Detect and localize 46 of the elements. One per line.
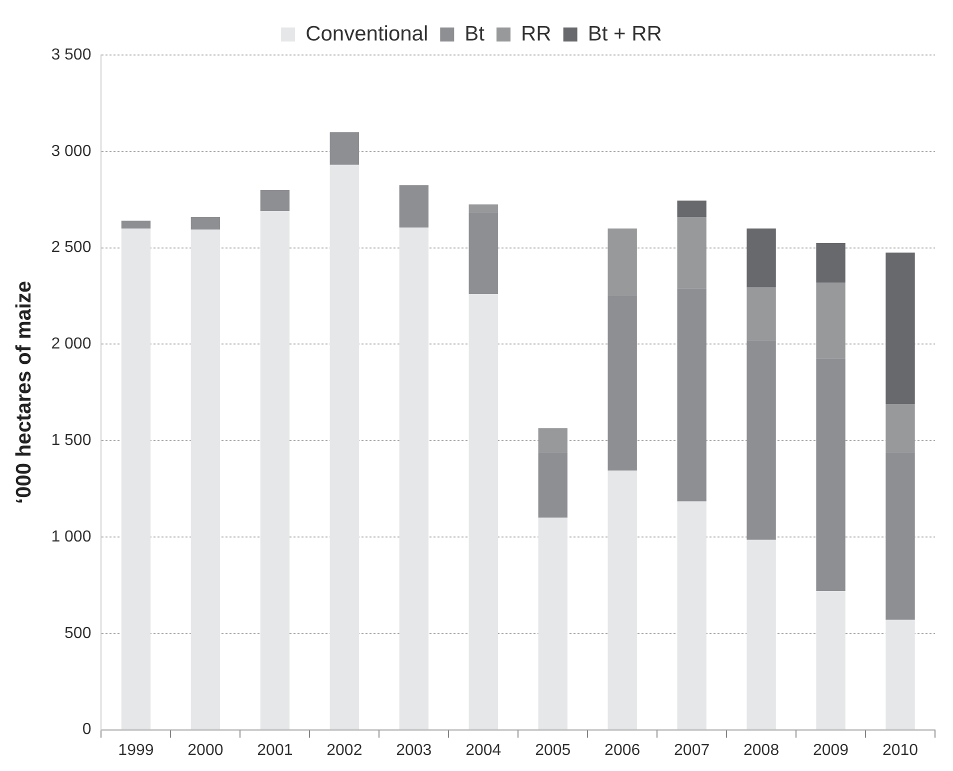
bar [886, 620, 915, 730]
bar [260, 211, 290, 730]
y-axis-title: ‘000 hectares of maize [12, 280, 36, 504]
bar [538, 518, 568, 730]
x-tick-label: 2004 [466, 742, 502, 759]
y-tick-label: 2 500 [51, 239, 92, 256]
bar [677, 200, 706, 217]
x-tick-label: 2002 [326, 742, 362, 759]
x-tick-label: 2000 [188, 742, 224, 759]
x-tick-label: 2001 [257, 742, 293, 759]
bar [677, 501, 706, 730]
y-tick-label: 3 000 [51, 142, 92, 160]
bar [399, 228, 428, 730]
bar [816, 242, 846, 283]
bar [121, 228, 151, 730]
x-tick-label: 2003 [396, 742, 432, 759]
legend-label: Bt [464, 22, 485, 46]
bar [468, 294, 498, 730]
bar [190, 229, 220, 730]
bar [746, 540, 776, 730]
x-tick-label: 2009 [812, 742, 849, 759]
x-tick-label: 1999 [118, 742, 154, 759]
y-tick-label: 500 [64, 624, 92, 642]
y-tick-label: 2 000 [51, 336, 92, 353]
legend-label: Bt + RR [588, 22, 662, 46]
bar [399, 185, 428, 228]
bar [330, 164, 360, 730]
x-tick-label: 2010 [882, 742, 918, 759]
bar [608, 470, 637, 730]
bar [121, 220, 151, 229]
bar [816, 590, 846, 730]
x-tick-label: 2007 [674, 742, 710, 759]
bar [260, 190, 290, 212]
bar [886, 252, 915, 404]
legend-label: Conventional [306, 22, 428, 46]
x-tick-label: 2006 [604, 742, 640, 759]
legend-label: RR [520, 22, 552, 46]
x-tick-label: 2008 [744, 742, 780, 759]
bar [746, 228, 776, 288]
y-tick-label: 3 500 [51, 46, 92, 64]
y-tick-label: 1 500 [51, 432, 92, 450]
x-tick-label: 2005 [535, 742, 571, 759]
y-tick-label: 0 [82, 721, 92, 738]
bar [330, 132, 360, 165]
y-tick-label: 1 000 [51, 528, 92, 546]
bar [190, 216, 220, 230]
